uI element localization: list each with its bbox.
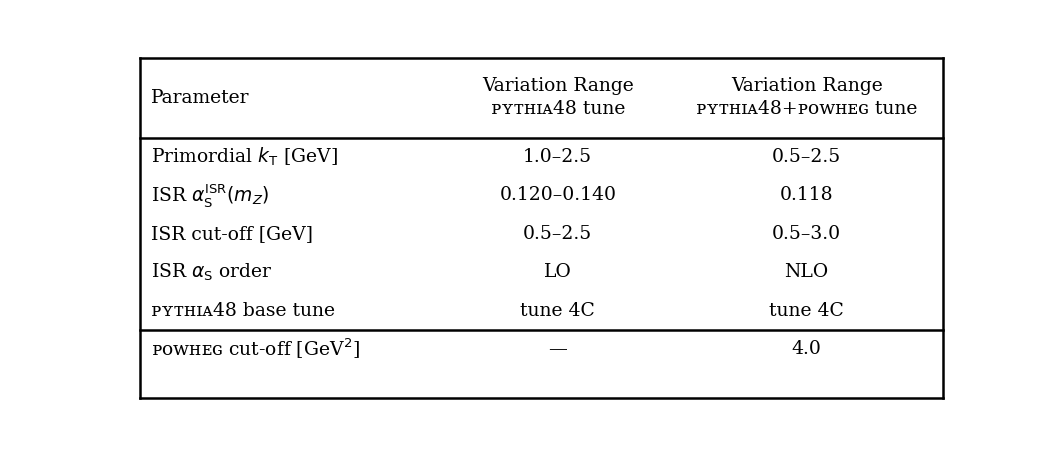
Text: Variation Range
ᴘʏᴛʜɪᴀ48+ᴘᴏᴡʜᴇɢ tune: Variation Range ᴘʏᴛʜɪᴀ48+ᴘᴏᴡʜᴇɢ tune <box>696 77 917 118</box>
Text: Primordial $k_{\mathrm{T}}$ [GeV]: Primordial $k_{\mathrm{T}}$ [GeV] <box>151 146 338 168</box>
Text: NLO: NLO <box>784 263 829 281</box>
Text: Parameter: Parameter <box>151 88 249 106</box>
Text: LO: LO <box>544 263 572 281</box>
Text: 4.0: 4.0 <box>792 340 821 358</box>
Text: ISR cut-off [GeV]: ISR cut-off [GeV] <box>151 225 313 243</box>
Text: ISR $\alpha_{\mathrm{S}}^{\mathrm{ISR}}(m_Z)$: ISR $\alpha_{\mathrm{S}}^{\mathrm{ISR}}(… <box>151 182 270 209</box>
Text: 0.120–0.140: 0.120–0.140 <box>499 186 616 204</box>
Text: 0.5–2.5: 0.5–2.5 <box>523 225 592 243</box>
Text: ᴘᴏᴡʜᴇɢ cut-off [GeV$^{2}$]: ᴘᴏᴡʜᴇɢ cut-off [GeV$^{2}$] <box>151 337 359 361</box>
Text: ᴘʏᴛʜɪᴀ48 base tune: ᴘʏᴛʜɪᴀ48 base tune <box>151 302 335 320</box>
Text: tune 4C: tune 4C <box>769 302 845 320</box>
Text: 0.5–2.5: 0.5–2.5 <box>772 148 841 166</box>
Text: 0.5–3.0: 0.5–3.0 <box>772 225 841 243</box>
Text: Variation Range
ᴘʏᴛʜɪᴀ48 tune: Variation Range ᴘʏᴛʜɪᴀ48 tune <box>482 77 633 118</box>
Text: —: — <box>549 340 568 358</box>
Text: tune 4C: tune 4C <box>520 302 595 320</box>
Text: 1.0–2.5: 1.0–2.5 <box>523 148 592 166</box>
Text: 0.118: 0.118 <box>780 186 834 204</box>
Text: ISR $\alpha_{\mathrm{S}}$ order: ISR $\alpha_{\mathrm{S}}$ order <box>151 262 273 283</box>
